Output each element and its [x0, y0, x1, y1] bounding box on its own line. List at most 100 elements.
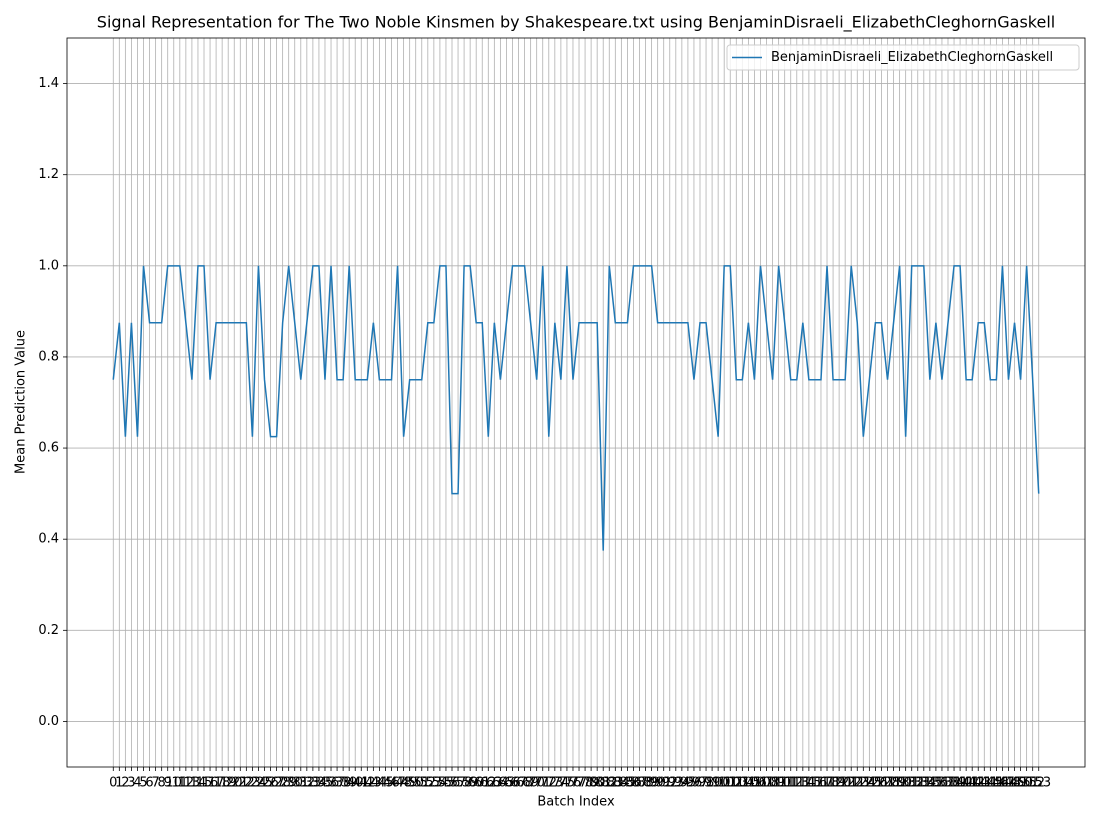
x-tick-label: 149 — [1002, 776, 1027, 791]
x-tick-label: 135 — [917, 776, 942, 791]
x-tick-label: 105 — [736, 776, 761, 791]
x-tick-label: 121 — [833, 776, 858, 791]
x-tick-label: 38 — [335, 776, 352, 791]
x-tick-label: 30 — [286, 776, 303, 791]
x-tick-label: 130 — [887, 776, 912, 791]
x-tick-label: 49 — [401, 776, 418, 791]
x-tick-label: 6 — [145, 776, 153, 791]
x-tick-label: 123 — [845, 776, 870, 791]
x-tick-label: 34 — [311, 776, 328, 791]
x-tick-label: 114 — [790, 776, 815, 791]
x-tick-label: 56 — [444, 776, 461, 791]
x-tick-label: 29 — [280, 776, 297, 791]
x-tick-label: 93 — [668, 776, 685, 791]
x-tick-label: 64 — [492, 776, 509, 791]
x-tick-label: 107 — [748, 776, 773, 791]
x-tick-label: 94 — [674, 776, 691, 791]
x-tick-label: 82 — [601, 776, 618, 791]
x-tick-label: 62 — [480, 776, 497, 791]
x-tick-label: 136 — [923, 776, 948, 791]
x-tick-label: 115 — [796, 776, 821, 791]
x-tick-label: 118 — [815, 776, 840, 791]
x-tick-label: 106 — [742, 776, 767, 791]
x-tick-label: 58 — [456, 776, 473, 791]
x-tick-label: 10 — [165, 776, 182, 791]
x-tick-label: 9 — [164, 776, 172, 791]
x-tick-label: 52 — [420, 776, 437, 791]
x-tick-label: 53 — [426, 776, 443, 791]
y-tick-label: 0.6 — [38, 441, 59, 456]
x-tick-label: 88 — [637, 776, 654, 791]
x-tick-label: 61 — [474, 776, 491, 791]
x-tick-label: 150 — [1008, 776, 1033, 791]
x-tick-label: 108 — [754, 776, 779, 791]
chart-title: Signal Representation for The Two Noble … — [97, 13, 1055, 33]
x-tick-label: 124 — [851, 776, 876, 791]
x-tick-label: 145 — [978, 776, 1003, 791]
x-tick-label: 116 — [803, 776, 828, 791]
x-tick-label: 109 — [760, 776, 785, 791]
x-tick-label: 78 — [577, 776, 594, 791]
x-tick-label: 16 — [202, 776, 219, 791]
x-tick-label: 141 — [954, 776, 979, 791]
x-tick-label: 43 — [365, 776, 382, 791]
x-tick-label: 151 — [1014, 776, 1039, 791]
y-axis-label: Mean Prediction Value — [14, 330, 29, 474]
x-tick-label: 68 — [516, 776, 533, 791]
x-tick-label: 40 — [347, 776, 364, 791]
x-tick-label: 144 — [972, 776, 997, 791]
x-tick-label: 126 — [863, 776, 888, 791]
x-tick-label: 18 — [214, 776, 231, 791]
y-tick-label: 1.4 — [38, 76, 59, 91]
x-tick-label: 35 — [317, 776, 334, 791]
y-tick-label: 0.8 — [38, 349, 59, 364]
x-tick-label: 14 — [190, 776, 207, 791]
x-tick-label: 37 — [329, 776, 346, 791]
x-axis-label: Batch Index — [537, 795, 615, 810]
x-tick-label: 59 — [462, 776, 479, 791]
x-tick-label: 96 — [686, 776, 703, 791]
x-tick-label: 125 — [857, 776, 882, 791]
y-tick-label: 1.2 — [38, 167, 59, 182]
x-tick-label: 70 — [528, 776, 545, 791]
x-tick-label: 122 — [839, 776, 864, 791]
x-tick-label: 98 — [698, 776, 715, 791]
x-tick-label: 50 — [407, 776, 424, 791]
x-tick-label: 26 — [262, 776, 279, 791]
x-tick-label: 80 — [589, 776, 606, 791]
x-tick-label: 101 — [712, 776, 737, 791]
x-tick-label: 134 — [911, 776, 936, 791]
x-tick-label: 103 — [724, 776, 749, 791]
x-tick-label: 27 — [268, 776, 285, 791]
x-tick-label: 85 — [619, 776, 636, 791]
x-tick-label: 2 — [121, 776, 129, 791]
x-tick-label: 117 — [809, 776, 834, 791]
y-tick-label: 1.0 — [38, 258, 59, 273]
x-tick-label: 76 — [565, 776, 582, 791]
x-tick-label: 119 — [821, 776, 846, 791]
x-tick-label: 113 — [784, 776, 809, 791]
x-tick-label: 1 — [115, 776, 123, 791]
x-tick-label: 131 — [893, 776, 918, 791]
x-tick-label: 133 — [905, 776, 930, 791]
x-tick-label: 19 — [220, 776, 237, 791]
x-tick-label: 41 — [353, 776, 370, 791]
x-tick-label: 63 — [486, 776, 503, 791]
x-tick-label: 71 — [534, 776, 551, 791]
x-tick-label: 99 — [704, 776, 721, 791]
x-tick-label: 12 — [178, 776, 195, 791]
x-tick-label: 72 — [541, 776, 558, 791]
x-tick-label: 148 — [996, 776, 1021, 791]
x-tick-label: 110 — [766, 776, 791, 791]
x-tick-label: 17 — [208, 776, 225, 791]
x-tick-label: 120 — [827, 776, 852, 791]
x-tick-label: 73 — [547, 776, 564, 791]
legend-label: BenjaminDisraeli_ElizabethCleghornGaskel… — [771, 50, 1053, 65]
series-line — [112, 265, 1040, 551]
x-tick-label: 54 — [432, 776, 449, 791]
x-tick-label: 55 — [438, 776, 455, 791]
x-tick-label: 28 — [274, 776, 291, 791]
x-tick-label: 89 — [643, 776, 660, 791]
x-tick-label: 51 — [413, 776, 430, 791]
